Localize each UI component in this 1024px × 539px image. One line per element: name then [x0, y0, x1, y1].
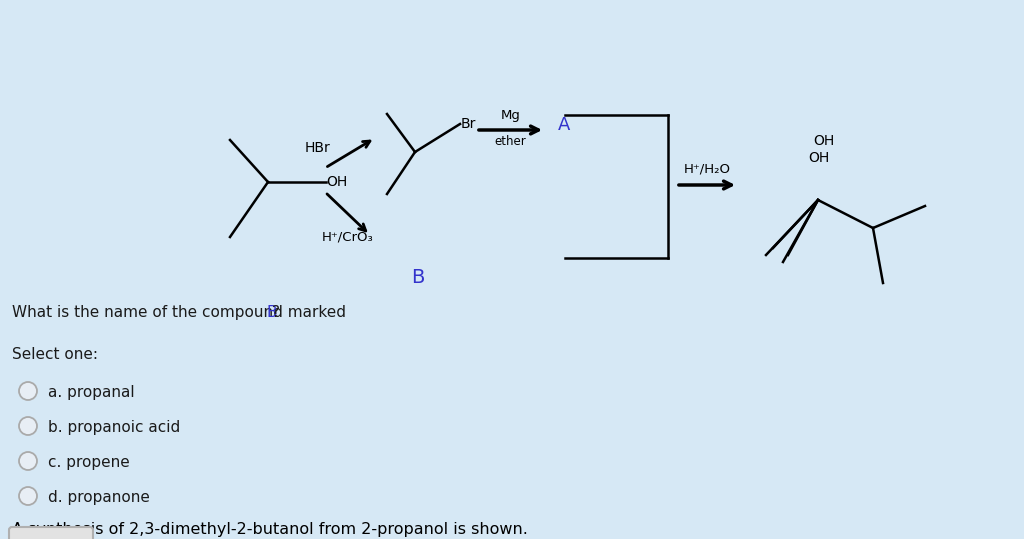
Text: B: B	[412, 268, 425, 287]
Text: OH: OH	[808, 151, 829, 165]
Text: a. propanal: a. propanal	[48, 385, 134, 400]
Text: What is the name of the compound marked: What is the name of the compound marked	[12, 305, 351, 320]
Text: H⁺/CrO₃: H⁺/CrO₃	[322, 230, 374, 243]
Text: Check: Check	[30, 536, 73, 539]
Text: HBr: HBr	[305, 141, 331, 155]
Text: H⁺/H₂O: H⁺/H₂O	[683, 162, 730, 175]
Text: OH: OH	[813, 134, 835, 148]
Text: A: A	[558, 116, 570, 134]
Text: d. propanone: d. propanone	[48, 490, 150, 505]
Text: ?: ?	[272, 305, 280, 320]
Text: Br: Br	[461, 117, 476, 131]
Circle shape	[19, 417, 37, 435]
Circle shape	[19, 382, 37, 400]
Text: B: B	[266, 305, 276, 320]
Circle shape	[19, 452, 37, 470]
Text: Select one:: Select one:	[12, 347, 98, 362]
Text: A synthesis of 2,3-dimethyl-2-butanol from 2-propanol is shown.: A synthesis of 2,3-dimethyl-2-butanol fr…	[12, 522, 528, 537]
FancyBboxPatch shape	[9, 527, 93, 539]
Circle shape	[19, 487, 37, 505]
Text: c. propene: c. propene	[48, 455, 130, 470]
Text: b. propanoic acid: b. propanoic acid	[48, 420, 180, 435]
Text: Mg: Mg	[501, 109, 520, 122]
Text: OH: OH	[326, 175, 347, 189]
Text: ether: ether	[495, 135, 526, 148]
